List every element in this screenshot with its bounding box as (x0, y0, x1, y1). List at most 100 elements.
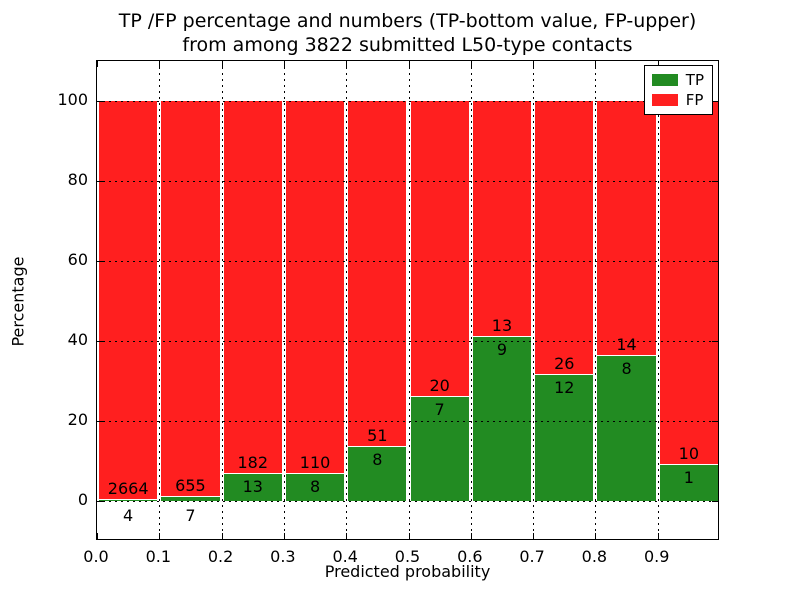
x-tick-mark (346, 533, 348, 539)
x-tick-label: 0.3 (270, 547, 296, 566)
y-tick-mark (97, 261, 103, 262)
tp-count-label: 7 (185, 506, 196, 525)
tp-count-label: 8 (309, 476, 321, 496)
tp-count-label: 1 (683, 467, 694, 487)
legend-item-tp: TP (651, 70, 704, 90)
fp-legend-swatch (651, 94, 678, 106)
fp-count-label: 26 (554, 353, 575, 373)
v-gridline (346, 61, 348, 539)
x-tick-mark (221, 533, 223, 539)
y-tick-mark (712, 101, 718, 102)
bar-tp-segment (285, 473, 345, 501)
x-tick-label: 0.6 (457, 547, 483, 566)
y-tick-label: 100 (57, 90, 88, 109)
y-tick-label: 0 (77, 490, 88, 509)
chart-title-line1: TP /FP percentage and numbers (TP-bottom… (118, 10, 697, 32)
bar-tp-segment (659, 464, 718, 501)
x-tick-mark (657, 533, 659, 539)
y-tick-mark (97, 341, 103, 342)
y-tick-mark (712, 421, 718, 422)
tp-count-label: 4 (123, 506, 134, 525)
fp-legend-label: FP (685, 91, 704, 109)
bar-fp-segment (348, 101, 407, 446)
bar-fp-segment (161, 101, 220, 496)
tp-legend-label: TP (685, 71, 704, 89)
chart-title-line2: from among 3822 submitted L50-type conta… (182, 34, 633, 56)
bar-tp-segment (99, 500, 158, 501)
y-tick-label: 60 (67, 250, 88, 269)
fp-count-label: 655 (175, 475, 206, 495)
x-tick-mark (408, 533, 410, 539)
x-tick-mark (97, 533, 98, 539)
h-gridline (97, 261, 718, 262)
bar-tp-segment (410, 397, 469, 501)
y-tick-label: 40 (67, 330, 88, 349)
x-tick-mark (283, 61, 285, 67)
y-tick-label: 80 (67, 170, 88, 189)
tp-count-label: 7 (434, 400, 445, 420)
x-tick-label: 0.0 (83, 547, 109, 566)
tp-count-label: 12 (554, 377, 575, 397)
x-tick-mark (408, 61, 410, 67)
x-tick-label: 0.7 (519, 547, 545, 566)
bar-fp-segment (659, 101, 718, 464)
bar-fp-segment (410, 101, 469, 397)
v-gridline (408, 61, 410, 539)
legend: TP FP (643, 65, 713, 115)
y-tick-mark (712, 341, 718, 342)
y-tick-mark (712, 181, 718, 182)
bar-fp-segment (99, 101, 158, 499)
x-tick-mark (595, 61, 597, 67)
x-tick-mark (533, 533, 535, 539)
fp-count-label: 13 (491, 316, 513, 336)
bar-fp-segment (535, 101, 594, 374)
bar-tp-segment (348, 446, 407, 501)
chart-title: TP /FP percentage and numbers (TP-bottom… (96, 9, 719, 57)
bar-fp-segment (597, 101, 656, 355)
v-gridline (657, 61, 659, 539)
v-gridline (595, 61, 597, 539)
bar-tp-segment (535, 374, 594, 501)
bar-fp-segment (472, 101, 532, 337)
v-gridline (159, 61, 161, 539)
tp-legend-swatch (651, 74, 678, 86)
fp-count-label: 20 (429, 376, 450, 396)
fp-count-label: 110 (299, 452, 331, 472)
bar-tp-segment (223, 474, 282, 501)
h-gridline (97, 341, 718, 342)
y-tick-mark (97, 421, 103, 422)
y-tick-mark (712, 261, 718, 262)
y-tick-mark (712, 501, 718, 502)
v-gridline (533, 61, 535, 539)
tp-count-label: 13 (242, 477, 263, 497)
fp-count-label: 14 (616, 334, 637, 354)
fp-count-label: 182 (237, 453, 269, 473)
y-axis-label: Percentage (8, 256, 28, 347)
x-tick-mark (159, 533, 161, 539)
x-tick-mark (657, 61, 659, 67)
x-tick-label: 0.9 (643, 547, 670, 566)
tp-count-label: 9 (496, 340, 508, 360)
x-tick-mark (97, 61, 98, 67)
y-tick-label: 20 (67, 410, 88, 429)
x-tick-mark (595, 533, 597, 539)
v-gridline (470, 61, 472, 539)
fp-count-label: 51 (367, 425, 388, 445)
x-tick-mark (470, 61, 472, 67)
x-tick-mark (159, 61, 161, 67)
h-gridline (97, 501, 718, 502)
legend-item-fp: FP (651, 90, 704, 110)
x-tick-mark (533, 61, 535, 67)
x-tick-label: 0.2 (207, 547, 234, 566)
y-tick-mark (97, 181, 103, 182)
x-axis-label: Predicted probability (324, 562, 491, 581)
h-gridline (97, 181, 718, 182)
x-tick-label: 0.4 (332, 547, 358, 566)
fp-count-label: 2664 (107, 479, 149, 498)
tp-count-label: 8 (621, 358, 632, 378)
h-gridline (97, 101, 718, 102)
x-tick-mark (221, 61, 223, 67)
x-tick-label: 0.5 (394, 547, 421, 566)
x-tick-mark (283, 533, 285, 539)
